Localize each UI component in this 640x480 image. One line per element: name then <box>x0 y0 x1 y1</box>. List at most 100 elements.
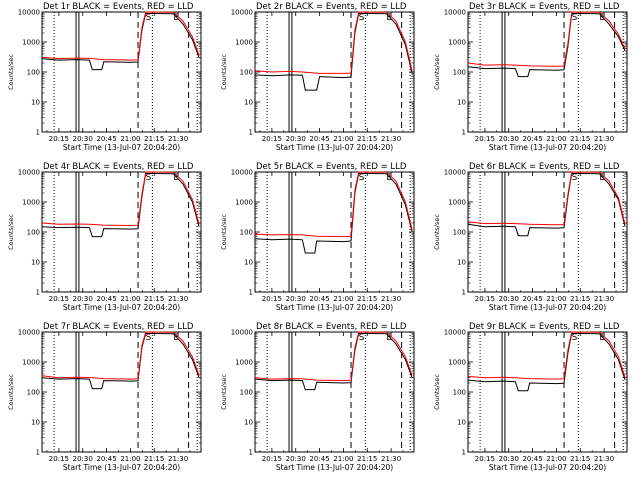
x-tick-label: 21:00 <box>120 455 140 463</box>
x-tick-label: 20:15 <box>262 295 282 303</box>
y-tick-label: 1000 <box>22 199 40 207</box>
x-tick-label: 20:15 <box>262 135 282 143</box>
x-tick-label: 20:30 <box>286 135 306 143</box>
y-axis-label: Counts/sec <box>433 214 441 250</box>
panel-det-3: Det 3r BLACK = Events, RED = LLD 1 10 100 10… <box>433 2 628 152</box>
x-tick-label: 20:45 <box>522 455 542 463</box>
marker-e: E <box>173 13 179 23</box>
x-tick-label: 21:30 <box>168 135 188 143</box>
panel-title: Det 3r BLACK = Events, RED = LLD <box>469 2 620 12</box>
x-axis-label: Start Time (13-Jul-07 20:04:20) <box>63 463 180 472</box>
x-tick-label: 21:00 <box>333 455 353 463</box>
x-tick-label: 21:30 <box>168 455 188 463</box>
marker-e: E <box>386 333 392 343</box>
y-tick-label: 1 <box>462 289 466 297</box>
panel-title: Det 5r BLACK = Events, RED = LLD <box>256 162 407 172</box>
series-line-lld <box>254 171 413 238</box>
x-tick-label: 20:45 <box>96 455 116 463</box>
x-tick-label: 21:15 <box>144 135 164 143</box>
y-tick-label: 10 <box>31 419 40 427</box>
x-tick-label: 21:15 <box>570 295 590 303</box>
marker-e: E <box>599 13 605 23</box>
x-tick-label: 20:45 <box>96 295 116 303</box>
x-tick-label: 20:30 <box>73 295 93 303</box>
y-tick-label: 1000 <box>22 39 40 47</box>
x-axis-label: Start Time (13-Jul-07 20:04:20) <box>489 303 606 312</box>
x-tick-label: 21:30 <box>381 135 401 143</box>
plot-frame <box>467 11 628 133</box>
plot-frame <box>254 331 415 453</box>
panel-title: Det 9r BLACK = Events, RED = LLD <box>469 322 620 332</box>
y-tick-label: 1000 <box>235 199 253 207</box>
x-tick-label: 21:15 <box>357 455 377 463</box>
marker-s: S <box>572 173 578 183</box>
x-tick-label: 21:00 <box>546 135 566 143</box>
marker-s: S <box>146 13 152 23</box>
y-tick-label: 1 <box>36 289 40 297</box>
x-tick-label: 21:00 <box>333 135 353 143</box>
series-line-lld <box>41 11 200 61</box>
series-line-events <box>254 172 413 254</box>
panel-title: Det 6r BLACK = Events, RED = LLD <box>469 162 620 172</box>
series-line-events <box>254 12 413 91</box>
y-tick-label: 100 <box>27 69 40 77</box>
x-tick-label: 20:30 <box>73 455 93 463</box>
marker-s: S <box>572 13 578 23</box>
plot-frame <box>467 331 628 453</box>
y-tick-label: 100 <box>453 389 466 397</box>
marker-e: E <box>386 173 392 183</box>
x-tick-label: 20:30 <box>73 135 93 143</box>
x-axis-label: Start Time (13-Jul-07 20:04:20) <box>276 143 393 152</box>
y-axis-label: Counts/sec <box>220 374 228 410</box>
x-tick-label: 21:00 <box>546 455 566 463</box>
x-tick-label: 21:00 <box>120 295 140 303</box>
y-tick-label: 10000 <box>444 9 466 17</box>
y-tick-label: 10 <box>457 99 466 107</box>
series-line-lld <box>41 331 200 380</box>
x-tick-label: 20:15 <box>475 295 495 303</box>
marker-e: E <box>173 173 179 183</box>
x-tick-label: 20:15 <box>49 295 69 303</box>
y-tick-label: 1000 <box>235 39 253 47</box>
marker-s: S <box>359 13 365 23</box>
x-tick-label: 21:15 <box>570 135 590 143</box>
x-axis-label: Start Time (13-Jul-07 20:04:20) <box>276 463 393 472</box>
y-tick-label: 10 <box>31 259 40 267</box>
x-tick-label: 21:30 <box>381 295 401 303</box>
y-tick-label: 1 <box>36 129 40 137</box>
plot-frame <box>41 11 202 133</box>
y-tick-label: 1 <box>462 129 466 137</box>
series-line-lld <box>467 171 626 226</box>
x-tick-label: 20:15 <box>475 135 495 143</box>
y-axis-label: Counts/sec <box>7 54 15 90</box>
y-tick-label: 100 <box>240 389 253 397</box>
series-line-lld <box>254 331 413 382</box>
x-tick-label: 20:45 <box>309 295 329 303</box>
x-tick-label: 21:30 <box>168 295 188 303</box>
y-tick-label: 100 <box>453 229 466 237</box>
x-tick-label: 20:15 <box>49 135 69 143</box>
y-tick-label: 100 <box>240 69 253 77</box>
marker-s: S <box>572 333 578 343</box>
series-line-events <box>41 332 200 390</box>
y-axis-label: Counts/sec <box>7 374 15 410</box>
y-tick-label: 1 <box>249 289 253 297</box>
series-line-events <box>254 332 413 391</box>
marker-e: E <box>599 333 605 343</box>
y-tick-label: 10 <box>31 99 40 107</box>
x-tick-label: 21:00 <box>120 135 140 143</box>
y-tick-label: 1 <box>249 129 253 137</box>
panel-det-2: Det 2r BLACK = Events, RED = LLD 1 10 100 10… <box>220 2 415 152</box>
panel-title: Det 8r BLACK = Events, RED = LLD <box>256 322 407 332</box>
y-tick-label: 1000 <box>448 39 466 47</box>
x-tick-label: 21:15 <box>357 295 377 303</box>
x-tick-label: 21:00 <box>546 295 566 303</box>
x-tick-label: 20:45 <box>522 135 542 143</box>
marker-e: E <box>386 13 392 23</box>
y-tick-label: 10000 <box>18 329 40 337</box>
y-tick-label: 10 <box>244 99 253 107</box>
y-tick-label: 10000 <box>231 9 253 17</box>
panel-title: Det 7r BLACK = Events, RED = LLD <box>43 322 194 332</box>
x-axis-label: Start Time (13-Jul-07 20:04:20) <box>276 303 393 312</box>
